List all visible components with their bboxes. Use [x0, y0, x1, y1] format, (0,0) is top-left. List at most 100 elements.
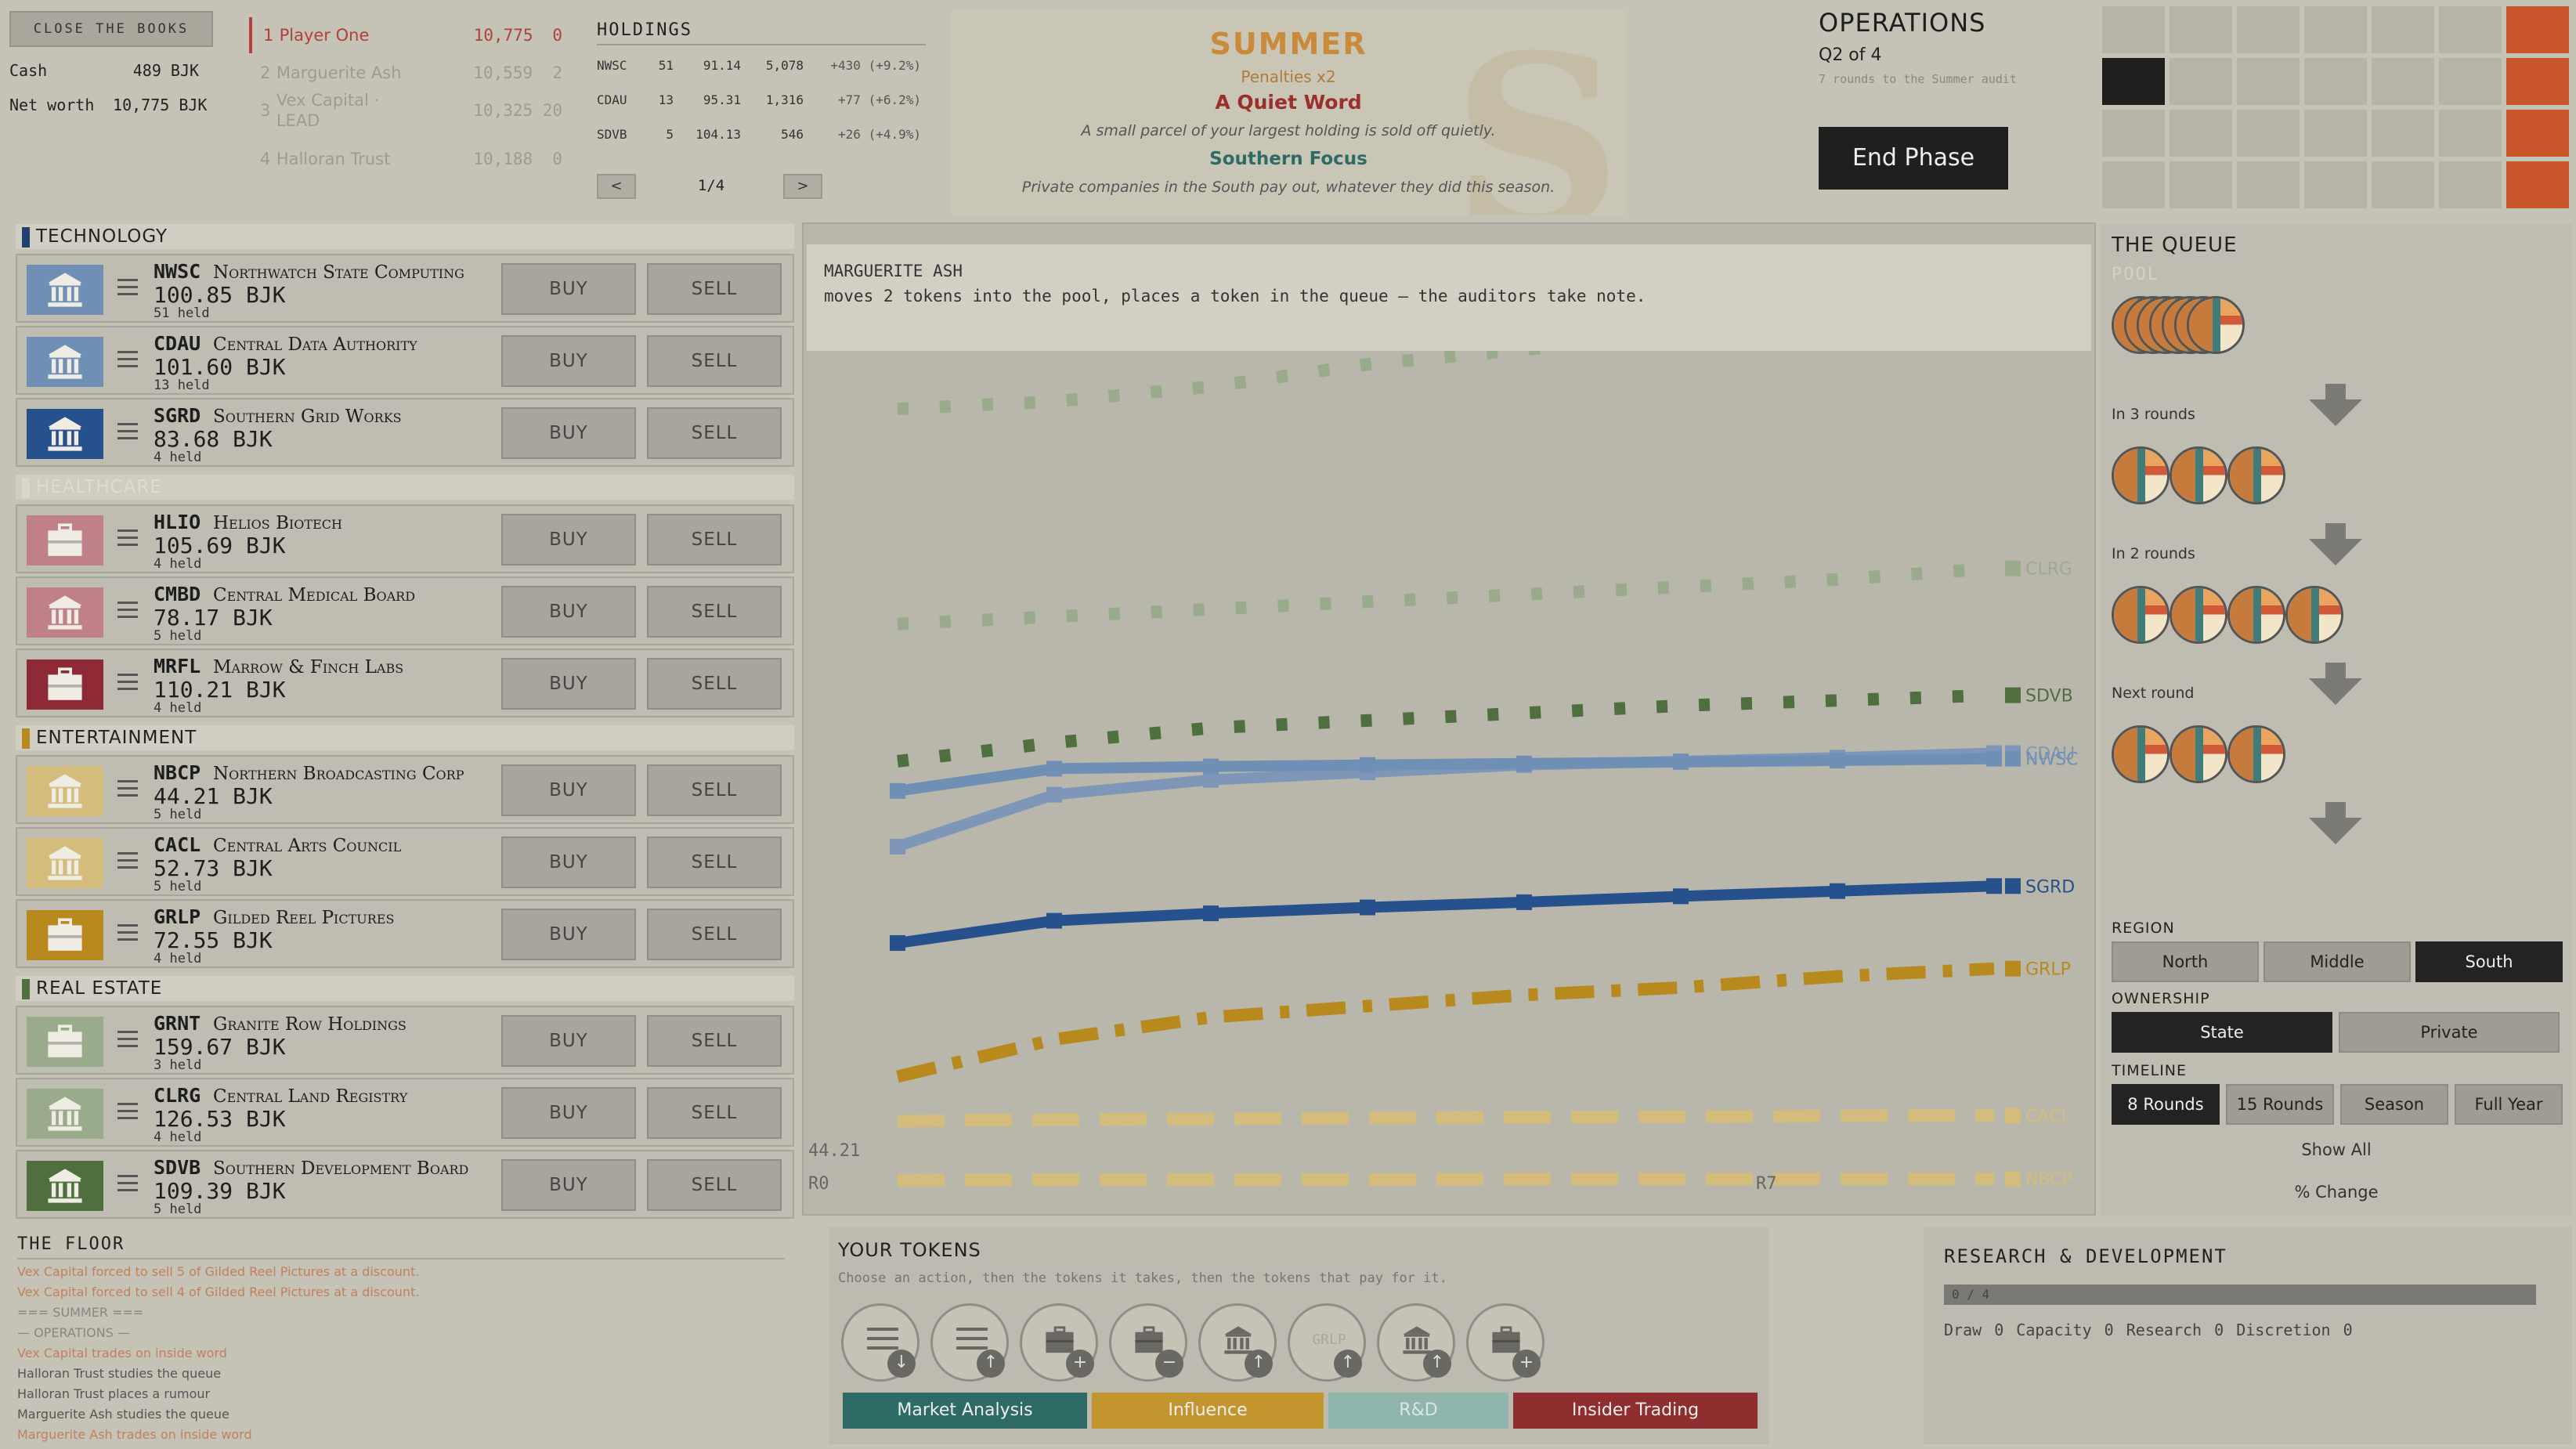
stock-name: Gilded Reel Pictures — [213, 908, 395, 928]
sell-button[interactable]: SELL — [647, 335, 782, 387]
holdings-prev-button[interactable]: < — [597, 174, 636, 199]
season-watermark: S — [1452, 11, 1622, 215]
menu-icon[interactable] — [117, 529, 138, 551]
institution-up-icon[interactable]: ↑ — [1377, 1303, 1455, 1382]
menu-icon[interactable] — [117, 351, 138, 373]
data-point — [1673, 888, 1689, 905]
menu-icon[interactable] — [117, 924, 138, 946]
grlp-up-icon[interactable]: GRLP ↑ — [1288, 1303, 1366, 1382]
holding-value: 1,316 — [765, 92, 804, 107]
sell-button[interactable]: SELL — [647, 764, 782, 816]
timeline-8-rounds-button[interactable]: 8 Rounds — [2112, 1084, 2220, 1125]
stock-ticker: MRFL — [154, 655, 201, 678]
token-icon[interactable] — [2112, 725, 2170, 783]
buy-button[interactable]: BUY — [501, 407, 636, 459]
buy-button[interactable]: BUY — [501, 335, 636, 387]
sell-button[interactable]: SELL — [647, 658, 782, 710]
buy-button[interactable]: BUY — [501, 1159, 636, 1211]
buy-button[interactable]: BUY — [501, 1015, 636, 1067]
holding-ticker: NWSC — [597, 58, 627, 73]
queue-stage-label: In 2 rounds — [2112, 545, 2195, 562]
buy-button[interactable]: BUY — [501, 263, 636, 315]
arrow-down-icon — [2309, 384, 2362, 426]
category-influence-button[interactable]: Influence — [1092, 1393, 1324, 1429]
institution-icon — [27, 1161, 103, 1211]
token-icon[interactable] — [2170, 586, 2227, 644]
category-insider-trading-button[interactable]: Insider Trading — [1513, 1393, 1758, 1429]
briefcase-plus-icon[interactable]: + — [1466, 1303, 1545, 1382]
grid-cell — [2372, 110, 2434, 157]
floor-log-line: — OPERATIONS — — [17, 1325, 130, 1340]
show-all-button[interactable]: Show All — [2301, 1140, 2372, 1159]
token-icon[interactable] — [2187, 296, 2245, 354]
sell-button[interactable]: SELL — [647, 586, 782, 638]
buy-button[interactable]: BUY — [501, 514, 636, 566]
region-north-button[interactable]: North — [2112, 941, 2259, 982]
timeline-15-rounds-button[interactable]: 15 Rounds — [2226, 1084, 2334, 1125]
percent-change-toggle[interactable]: % Change — [2294, 1183, 2379, 1201]
timeline-full-year-button[interactable]: Full Year — [2455, 1084, 2563, 1125]
sell-button[interactable]: SELL — [647, 263, 782, 315]
briefcase-minus-icon[interactable]: − — [1109, 1303, 1187, 1382]
token-icon[interactable] — [2170, 725, 2227, 783]
menu-icon[interactable] — [117, 1175, 138, 1197]
menu-icon[interactable] — [117, 674, 138, 696]
institution-icon — [27, 766, 103, 816]
institution-up-icon[interactable]: ↑ — [1198, 1303, 1277, 1382]
menu-icon[interactable] — [117, 1031, 138, 1053]
sell-button[interactable]: SELL — [647, 909, 782, 960]
menu-icon[interactable] — [117, 1103, 138, 1125]
ownership-state-button[interactable]: State — [2112, 1012, 2332, 1053]
buy-button[interactable]: BUY — [501, 764, 636, 816]
grid-cell — [2439, 161, 2502, 208]
ownership-private-button[interactable]: Private — [2339, 1012, 2560, 1053]
sell-button[interactable]: SELL — [647, 407, 782, 459]
buy-button[interactable]: BUY — [501, 1087, 636, 1139]
series-line — [897, 753, 1995, 797]
sell-button[interactable]: SELL — [647, 1159, 782, 1211]
token-icon[interactable] — [2227, 446, 2285, 504]
holdings-next-button[interactable]: > — [783, 174, 822, 199]
token-icon[interactable] — [2227, 725, 2285, 783]
sector-color-bar — [22, 478, 30, 498]
buy-button[interactable]: BUY — [501, 586, 636, 638]
end-phase-button[interactable]: End Phase — [1819, 127, 2008, 190]
menu-icon[interactable] — [117, 602, 138, 623]
category-market-analysis-button[interactable]: Market Analysis — [843, 1393, 1087, 1429]
token-icon[interactable] — [2170, 446, 2227, 504]
buy-button[interactable]: BUY — [501, 658, 636, 710]
category-r-d-button[interactable]: R&D — [1328, 1393, 1508, 1429]
audit-countdown: 7 rounds to the Summer audit — [1819, 72, 2017, 86]
queue-title: THE QUEUE — [2112, 233, 2238, 257]
timeline-season-button[interactable]: Season — [2340, 1084, 2448, 1125]
menu-icon[interactable] — [117, 423, 138, 445]
analysis-down-icon[interactable]: ↓ — [841, 1303, 919, 1382]
region-south-button[interactable]: South — [2415, 941, 2563, 982]
queue-stage-label: In 3 rounds — [2112, 406, 2195, 423]
menu-icon[interactable] — [117, 279, 138, 301]
briefcase-plus-icon[interactable]: + — [1020, 1303, 1098, 1382]
token-icon[interactable] — [2227, 586, 2285, 644]
sell-button[interactable]: SELL — [647, 514, 782, 566]
menu-icon[interactable] — [117, 852, 138, 874]
buy-button[interactable]: BUY — [501, 909, 636, 960]
sell-button[interactable]: SELL — [647, 837, 782, 888]
buy-button[interactable]: BUY — [501, 837, 636, 888]
player-networth: 10,188 — [473, 150, 533, 168]
sell-button[interactable]: SELL — [647, 1015, 782, 1067]
token-icon[interactable] — [2112, 446, 2170, 504]
close-books-button[interactable]: CLOSE THE BOOKS — [9, 11, 213, 47]
token-icon[interactable] — [2285, 586, 2343, 644]
holding-change: +77 (+6.2%) — [838, 92, 921, 107]
stock-held: 4 held — [154, 450, 202, 465]
ownership-label: OWNERSHIP — [2112, 990, 2210, 1007]
region-middle-button[interactable]: Middle — [2263, 941, 2411, 982]
sector-header: ENTERTAINMENT — [16, 725, 794, 750]
sector-name: HEALTHCARE — [36, 477, 162, 497]
token-icon[interactable] — [2112, 586, 2170, 644]
stock-row: GRNT Granite Row Holdings 159.67 BJK 3 held… — [16, 1006, 794, 1075]
data-point — [1986, 750, 2002, 767]
sell-button[interactable]: SELL — [647, 1087, 782, 1139]
menu-icon[interactable] — [117, 780, 138, 802]
analysis-up-icon[interactable]: ↑ — [930, 1303, 1009, 1382]
